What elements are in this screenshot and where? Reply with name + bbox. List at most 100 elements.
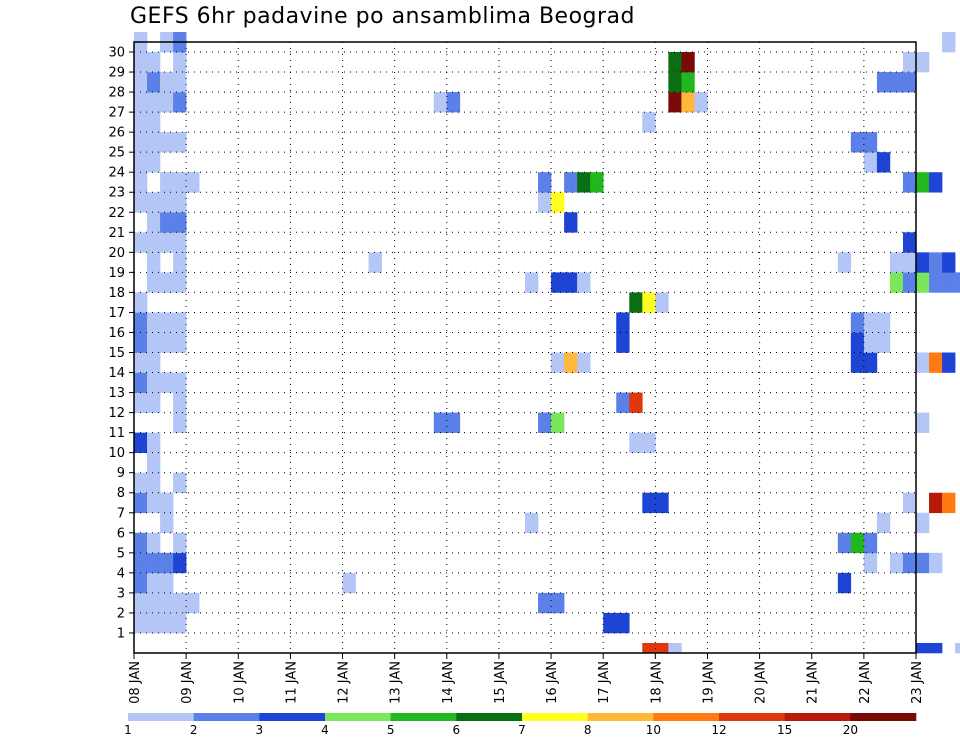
heatmap-cell — [929, 272, 943, 293]
x-tick-label: 20 JAN — [754, 661, 769, 704]
heatmap-cell — [902, 52, 917, 73]
heatmap-cell — [134, 132, 148, 153]
heatmap-cell — [160, 372, 174, 393]
heatmap-cell — [889, 552, 904, 574]
legend-label: 3 — [256, 723, 264, 737]
heatmap-cell — [863, 132, 878, 153]
heatmap-cell — [929, 492, 943, 514]
heatmap-cell — [134, 372, 148, 393]
legend-swatch — [128, 713, 194, 721]
heatmap-cell — [173, 392, 187, 413]
heatmap-cell — [160, 612, 174, 634]
heatmap-cell — [147, 432, 161, 453]
heatmap-cell — [525, 272, 539, 293]
heatmap-cell — [147, 552, 161, 574]
legend-label: 8 — [584, 723, 592, 737]
y-tick-label: 24 — [108, 166, 125, 181]
heatmap-cell — [446, 92, 461, 113]
heatmap-cell — [955, 642, 960, 654]
heatmap-cell — [955, 272, 960, 293]
heatmap-cell — [876, 332, 891, 353]
heatmap-cell — [147, 612, 161, 634]
heatmap-cell — [694, 92, 708, 113]
heatmap-cell — [134, 112, 148, 133]
heatmap-cell — [173, 552, 187, 574]
heatmap-cell — [863, 352, 878, 373]
heatmap-cell — [655, 492, 669, 514]
heatmap-cell — [173, 332, 187, 353]
heatmap-cell — [147, 232, 161, 253]
x-tick-label: 11 JAN — [284, 661, 299, 704]
heatmap-cell — [147, 112, 161, 133]
x-tick-label: 15 JAN — [493, 661, 508, 704]
heatmap-cell — [876, 72, 891, 93]
legend-swatch — [193, 713, 260, 721]
y-axis: 1234567891011121314151617181920212223242… — [108, 46, 134, 641]
heatmap-cell — [134, 592, 148, 614]
x-tick-label: 19 JAN — [702, 661, 717, 704]
heatmap-cell — [147, 372, 161, 393]
y-tick-label: 11 — [108, 426, 125, 441]
heatmap-cell — [850, 312, 865, 333]
heatmap-cell — [160, 172, 174, 193]
legend-label: 6 — [453, 723, 461, 737]
x-tick-label: 23 JAN — [910, 661, 925, 704]
heatmap-cell — [147, 352, 161, 373]
y-tick-label: 16 — [108, 326, 125, 341]
heatmap-cell — [173, 272, 187, 293]
x-axis: 08 JAN 09 JAN 10 JAN 11 JAN 12 JAN 13 JAN 14 J… — [128, 653, 925, 704]
heatmap-cell — [616, 392, 630, 413]
heatmap-cell — [147, 152, 161, 173]
heatmap-cell — [668, 72, 682, 93]
heatmap-cell — [173, 212, 187, 233]
y-tick-label: 6 — [117, 526, 125, 541]
heatmap-cell — [147, 592, 161, 614]
y-tick-label: 26 — [108, 126, 125, 141]
heatmap-cell — [134, 72, 148, 93]
heatmap-cell — [916, 412, 930, 433]
heatmap-cell — [134, 572, 148, 594]
heatmap-cell — [433, 412, 448, 433]
heatmap-cell — [837, 532, 852, 554]
legend-swatch — [259, 713, 326, 721]
heatmap-cell — [603, 612, 617, 634]
heatmap-cell — [160, 272, 174, 293]
x-tick-label: 08 JAN — [128, 661, 143, 704]
heatmap-cell — [629, 292, 643, 313]
heatmap-cell — [160, 312, 174, 333]
x-tick-label: 14 JAN — [441, 661, 456, 704]
y-tick-label: 8 — [117, 486, 125, 501]
legend-swatch — [719, 713, 785, 721]
heatmap-cell — [173, 172, 187, 193]
heatmap-cell — [173, 372, 187, 393]
grid-layer — [134, 42, 916, 653]
heatmap-cell — [564, 352, 578, 373]
heatmap-cell — [173, 232, 187, 253]
heatmap-cell — [929, 172, 943, 193]
heatmap-cell — [173, 92, 187, 113]
y-tick-label: 7 — [117, 506, 125, 521]
plot-frame — [133, 41, 917, 654]
x-tick-label: 13 JAN — [389, 661, 404, 704]
heatmap-cell — [147, 452, 161, 473]
y-tick-label: 4 — [117, 566, 125, 581]
heatmap-cell — [147, 92, 161, 113]
heatmap-cell — [147, 392, 161, 413]
heatmap-cell — [629, 432, 643, 453]
heatmap-cell — [642, 292, 656, 313]
x-tick-label: 10 JAN — [232, 661, 247, 704]
heatmap-cell — [134, 192, 148, 213]
heatmap-cell — [525, 512, 539, 534]
heatmap-cell — [916, 252, 930, 273]
heatmap-cell — [160, 572, 174, 594]
legend-label: 20 — [843, 723, 858, 737]
heatmap-cell — [564, 212, 578, 233]
heatmap-cell — [147, 132, 161, 153]
heatmap-cell — [173, 192, 187, 213]
heatmap-cell — [186, 592, 200, 614]
heatmap-cell — [889, 252, 904, 273]
heatmap-cell — [134, 172, 148, 193]
y-tick-label: 1 — [117, 626, 125, 641]
heatmap-cell — [147, 272, 161, 293]
